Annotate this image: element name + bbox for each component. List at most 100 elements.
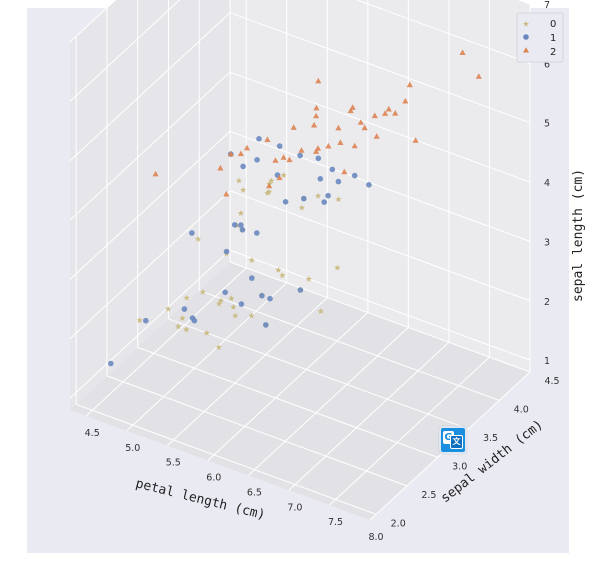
point-series-0-17 <box>199 288 206 295</box>
point-series-2-6 <box>276 174 283 181</box>
point-series-1-3 <box>222 289 228 296</box>
point-series-1-16 <box>282 199 289 205</box>
x-tick-label: 6.5 <box>247 487 262 498</box>
point-series-2-7 <box>315 77 322 84</box>
gridline-z <box>69 249 231 399</box>
point-series-2-25 <box>311 121 318 128</box>
legend-label-1: 1 <box>550 33 556 44</box>
point-series-0-12 <box>334 264 341 271</box>
gridline-x <box>207 312 369 461</box>
point-series-1-20 <box>321 199 328 205</box>
z-axis-label: sepal length (cm) <box>571 169 586 302</box>
y-tick-label: 3.5 <box>483 433 498 444</box>
point-series-0-28 <box>268 177 275 184</box>
point-series-1-28 <box>276 143 283 149</box>
point-series-0-14 <box>317 308 324 314</box>
point-series-2-34 <box>313 104 320 111</box>
x-tick-label: 8.0 <box>368 532 383 543</box>
point-series-2-33 <box>264 136 271 142</box>
point-series-0-24 <box>240 186 247 193</box>
gridline-y <box>137 346 438 458</box>
point-series-1-1 <box>108 360 114 367</box>
point-series-2-2 <box>217 164 224 171</box>
z-tick-label: 1 <box>544 356 550 367</box>
legend-label-0: 0 <box>550 19 556 30</box>
gridline-y <box>229 261 531 373</box>
point-series-2-0 <box>152 170 159 177</box>
data-points <box>108 49 482 367</box>
point-series-0-1 <box>165 305 172 312</box>
point-series-1-2 <box>181 306 188 312</box>
gridline-z <box>69 131 231 280</box>
gridline-x <box>126 282 288 432</box>
point-series-2-13 <box>347 107 354 114</box>
z-tick-label: 3 <box>544 237 550 248</box>
gridline-z <box>69 12 231 162</box>
point-series-1-31 <box>329 166 336 173</box>
y-tick-label: 4.0 <box>514 405 529 416</box>
legend-marker-triangle-icon <box>523 47 529 53</box>
legend-marker-circle-icon <box>523 34 529 40</box>
gridline-z <box>69 71 231 221</box>
point-series-1-7 <box>263 322 269 328</box>
point-series-1-10 <box>189 315 196 321</box>
point-series-2-22 <box>385 105 392 112</box>
point-series-2-35 <box>392 110 399 116</box>
point-series-1-6 <box>267 295 273 302</box>
point-series-1-18 <box>317 176 324 182</box>
point-series-2-31 <box>341 168 348 175</box>
point-series-0-5 <box>230 303 237 310</box>
point-series-0-23 <box>215 344 222 351</box>
point-series-2-15 <box>351 142 358 149</box>
point-series-0-9 <box>248 312 255 319</box>
pane-floor <box>70 262 530 520</box>
y-tick-label: 2.5 <box>421 490 436 501</box>
gridline-z <box>229 71 531 183</box>
x-tick-label: 5.5 <box>166 458 181 469</box>
point-series-2-29 <box>266 182 273 189</box>
point-series-0-3 <box>183 326 190 333</box>
point-series-1-13 <box>231 222 238 228</box>
gridline-z <box>69 0 181 102</box>
point-series-2-16 <box>361 124 368 131</box>
point-series-2-24 <box>475 73 482 79</box>
z-tick-label: 4 <box>544 178 550 189</box>
point-series-2-4 <box>223 190 230 197</box>
gridline-z <box>229 130 531 242</box>
gridline-z <box>69 0 117 43</box>
legend-entry-2: 2 <box>523 47 556 58</box>
point-series-0-19 <box>275 266 282 273</box>
point-series-1-11 <box>259 292 265 299</box>
point-series-1-34 <box>238 222 244 228</box>
point-series-2-21 <box>402 97 409 104</box>
point-series-2-19 <box>371 112 378 119</box>
point-series-0-2 <box>175 323 182 330</box>
point-series-0-38 <box>335 196 342 202</box>
gridline-y <box>75 403 377 515</box>
point-series-0-36 <box>194 235 202 242</box>
translate-extension-icon[interactable]: G 文 <box>439 426 467 454</box>
point-series-2-27 <box>357 119 364 125</box>
y-tick-label: 3.0 <box>452 461 467 472</box>
legend-entry-0: ★ 0 <box>522 19 556 30</box>
point-series-1-32 <box>240 163 246 170</box>
gridline-z <box>229 12 531 124</box>
point-series-1-30 <box>256 136 262 142</box>
point-series-1-23 <box>366 182 372 188</box>
y-tick-label: 4.5 <box>544 376 559 387</box>
point-series-2-20 <box>373 133 380 139</box>
point-series-2-26 <box>272 157 279 163</box>
point-series-2-11 <box>325 142 332 149</box>
point-series-1-8 <box>297 287 304 293</box>
y-tick-label: 2.0 <box>391 518 406 529</box>
z-tick-label: 5 <box>544 119 550 130</box>
point-series-0-6 <box>232 312 239 319</box>
gridline-y <box>106 375 408 487</box>
point-series-1-0 <box>143 317 149 324</box>
point-series-0-33 <box>235 177 242 184</box>
gridline-z <box>229 249 531 361</box>
gridline-x <box>85 267 247 417</box>
point-series-2-17 <box>382 110 389 116</box>
point-series-0-27 <box>265 188 273 195</box>
